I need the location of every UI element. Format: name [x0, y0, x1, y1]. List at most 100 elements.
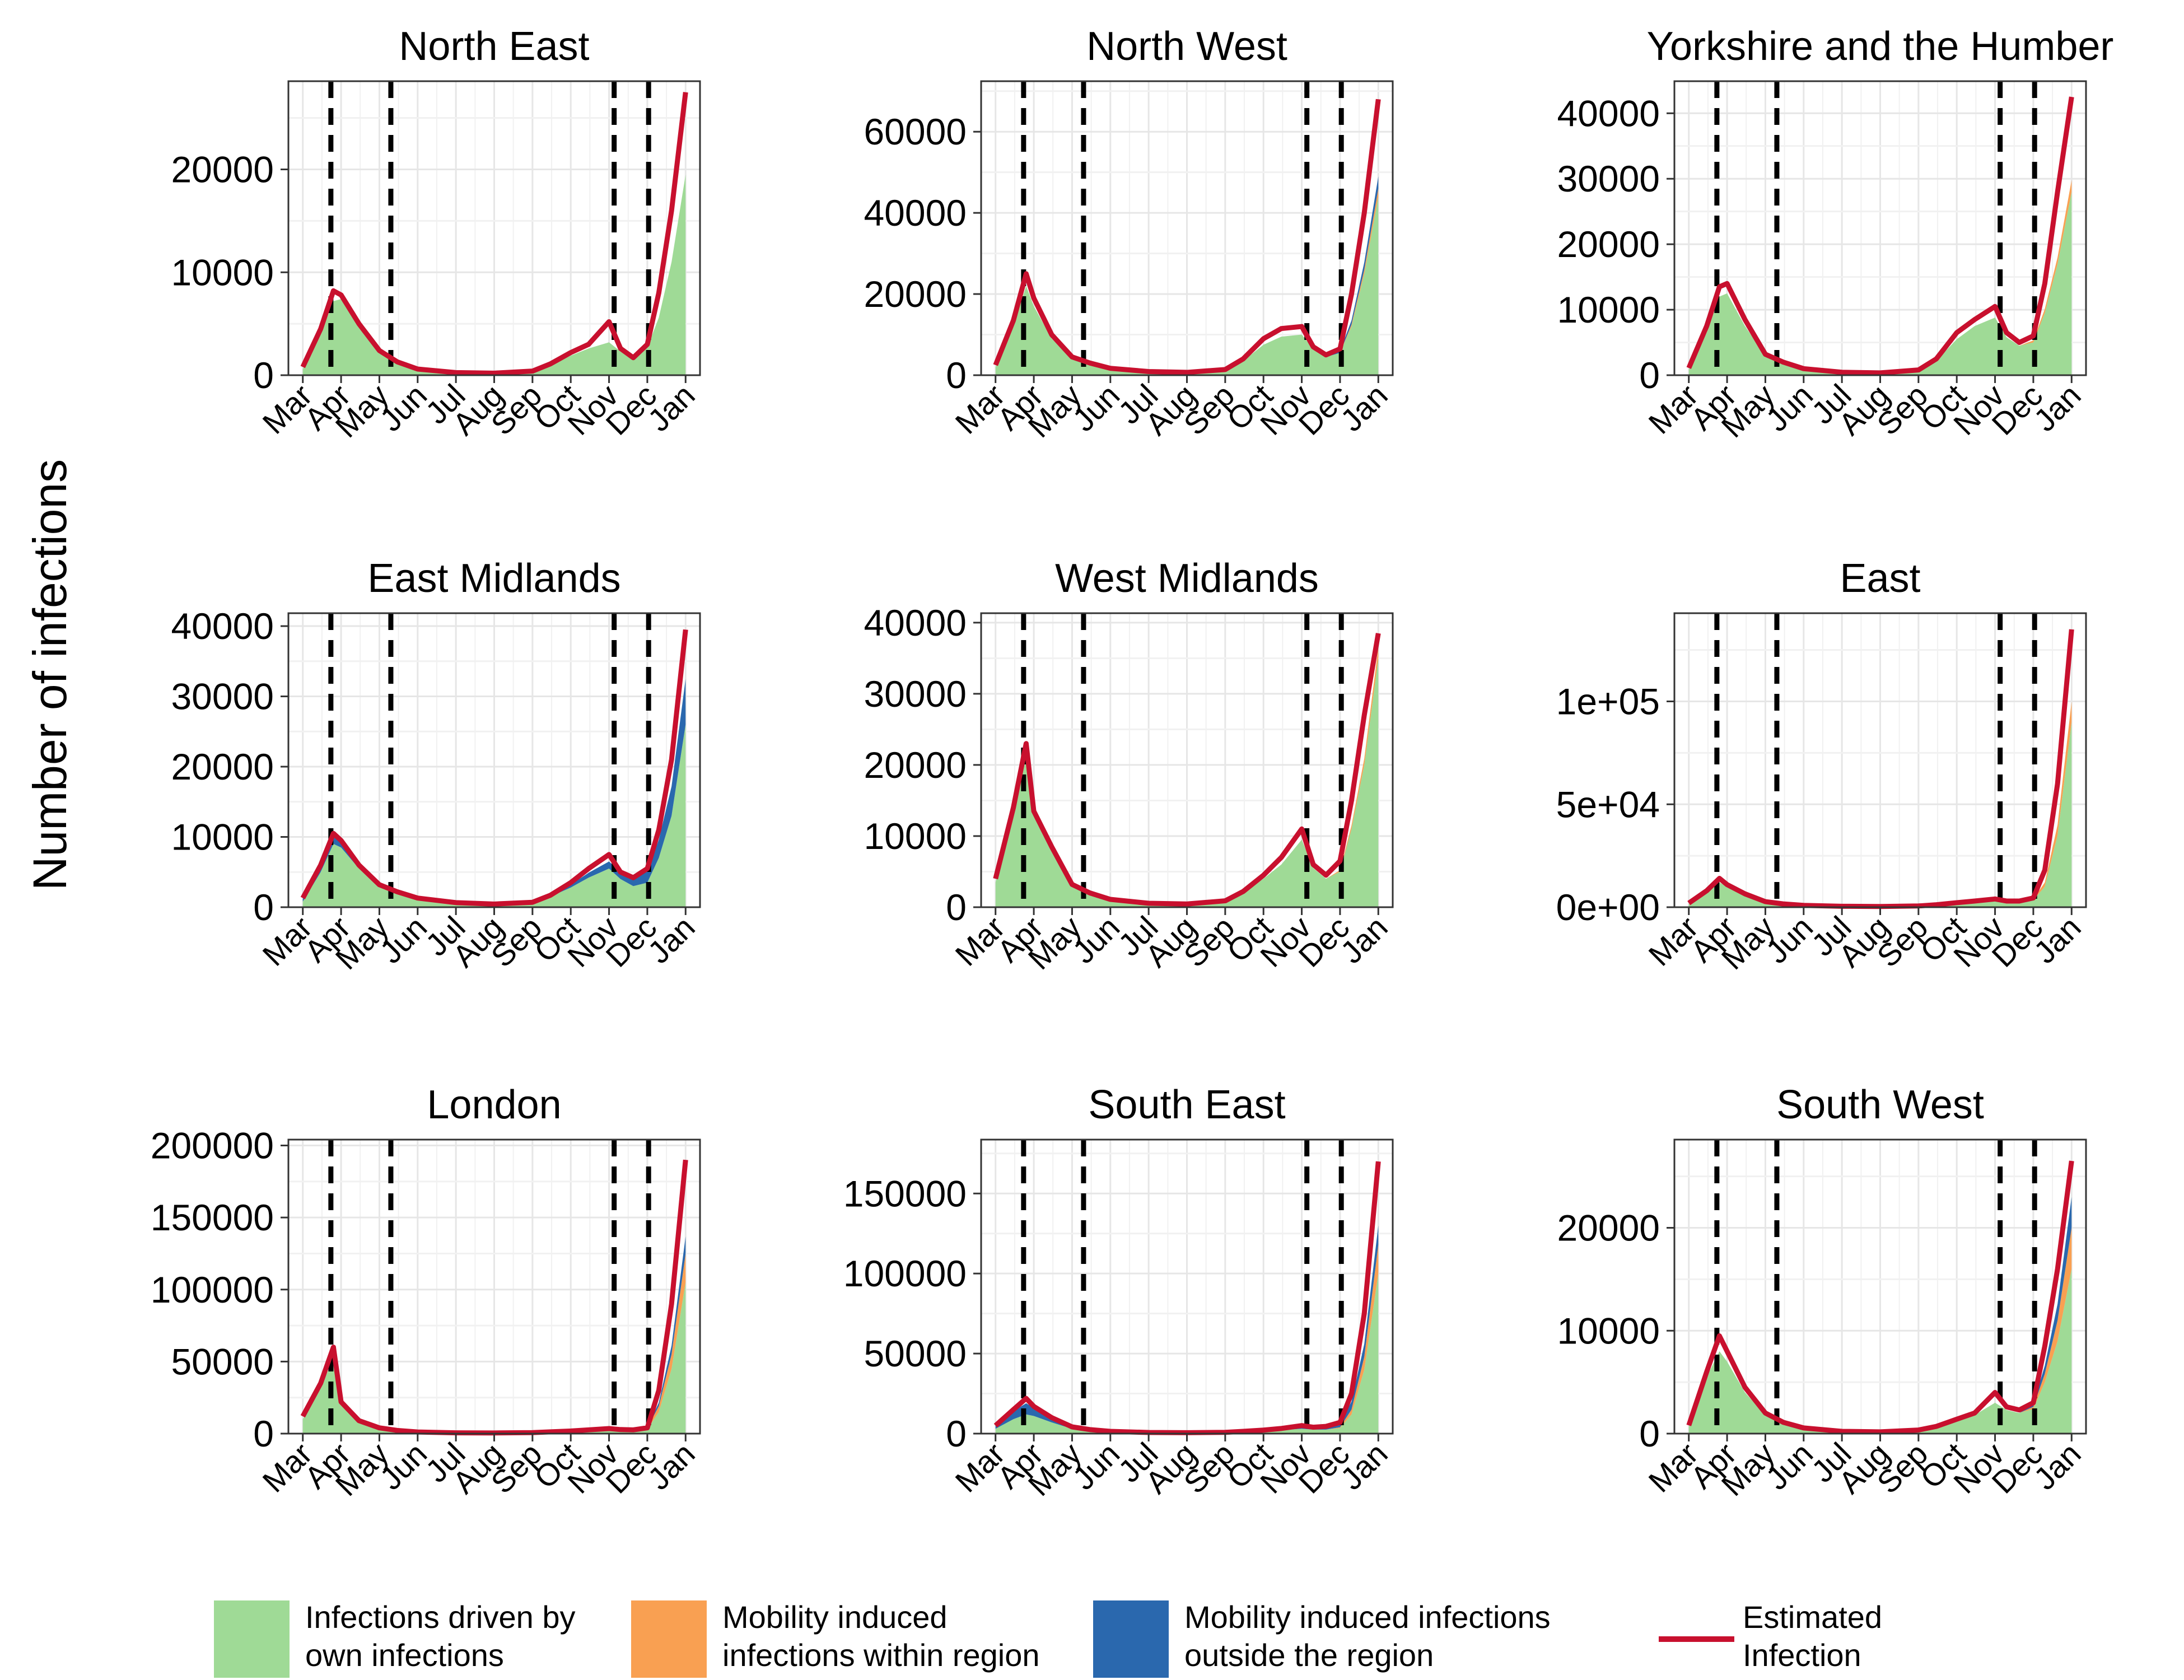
legend-label-3-line1: Mobility induced infections — [1184, 1599, 1551, 1635]
y-tick-label-yorkshire-and-the-humber-3: 30000 — [1557, 158, 1660, 199]
y-tick-label-yorkshire-and-the-humber-4: 40000 — [1557, 92, 1660, 134]
panel-south-west: South West01000020000MarAprMayJunJulAugS… — [1557, 1082, 2087, 1502]
y-tick-label-west-midlands-2: 20000 — [864, 744, 967, 786]
legend-swatch-2 — [631, 1600, 707, 1678]
y-tick-label-west-midlands-0: 0 — [946, 886, 967, 928]
y-tick-label-london-0: 0 — [253, 1413, 274, 1454]
grid-london — [288, 1140, 700, 1435]
legend-swatch-1 — [214, 1600, 290, 1678]
x-tick-label-north-west-10: Jan — [1333, 377, 1394, 438]
legend-label-4-line2: Infection — [1743, 1637, 1861, 1673]
y-tick-label-north-west-2: 40000 — [864, 192, 967, 234]
legend-label-2-line2: infections within region — [722, 1637, 1040, 1673]
y-tick-label-london-1: 50000 — [171, 1341, 274, 1382]
line-estimated-infection-south-east — [993, 1161, 1381, 1435]
line-estimated-infection-north-east — [300, 92, 688, 376]
y-tick-label-south-east-2: 100000 — [843, 1253, 967, 1294]
panel-title-london: London — [427, 1082, 561, 1127]
panel-north-east: North East01000020000MarAprMayJunJulAugS… — [171, 24, 701, 444]
line-estimated-infection-east-midlands — [300, 629, 688, 907]
panel-title-north-west: North West — [1086, 24, 1287, 69]
line-estimated-infection-east — [1687, 629, 2074, 909]
y-tick-label-north-west-1: 20000 — [864, 273, 967, 315]
area-mobility-induced-infections-outside-the-region-south-east — [995, 1225, 1379, 1433]
panel-title-east-midlands: East Midlands — [367, 556, 620, 601]
panel-title-yorkshire-and-the-humber: Yorkshire and the Humber — [1647, 24, 2114, 69]
y-tick-label-london-2: 100000 — [151, 1269, 274, 1310]
area-infections-driven-by-own-infections-south-east — [995, 1273, 1379, 1434]
y-tick-label-east-1: 5e+04 — [1556, 783, 1660, 825]
legend-label-2-line1: Mobility induced — [722, 1599, 948, 1635]
y-tick-label-west-midlands-1: 10000 — [864, 815, 967, 857]
y-tick-label-west-midlands-4: 40000 — [864, 602, 967, 643]
x-tick-label-south-east-10: Jan — [1333, 1436, 1394, 1496]
legend-label-4-line1: Estimated — [1743, 1599, 1882, 1635]
x-tick-label-east-10: Jan — [2027, 909, 2087, 970]
line-estimated-infection-west-midlands — [993, 633, 1381, 907]
y-tick-label-yorkshire-and-the-humber-2: 20000 — [1557, 223, 1660, 265]
y-tick-label-east-midlands-2: 20000 — [171, 746, 274, 787]
grid-south-east — [981, 1140, 1393, 1435]
y-tick-label-north-west-0: 0 — [946, 354, 967, 396]
x-tick-label-london-10: Jan — [641, 1436, 701, 1496]
panel-yorkshire-and-the-humber: Yorkshire and the Humber 0 10000 20000 30000… — [1557, 24, 2113, 444]
y-tick-label-east-2: 1e+05 — [1556, 681, 1660, 722]
panel-london: London050000100000150000200000MarAprMayJ… — [151, 1082, 702, 1502]
line-estimated-infection-south-west — [1686, 1160, 2074, 1435]
line-estimated-infection-north-west — [993, 99, 1381, 375]
y-tick-label-north-east-2: 20000 — [171, 149, 274, 190]
y-tick-label-east-0: 0e+00 — [1556, 886, 1660, 928]
y-tick-label-south-east-1: 50000 — [864, 1333, 967, 1374]
panel-east: East0e+005e+041e+05MarAprMayJunJulAugSep… — [1556, 556, 2088, 976]
legend-label-1-line2: own infections — [305, 1637, 504, 1673]
y-tick-label-yorkshire-and-the-humber-0: 0 — [1639, 354, 1660, 396]
y-tick-label-south-west-1: 10000 — [1557, 1310, 1660, 1351]
panel-east-midlands: East Midlands010000200003000040000MarApr… — [171, 556, 701, 976]
y-tick-label-east-midlands-4: 40000 — [171, 605, 274, 647]
y-tick-label-south-east-3: 150000 — [843, 1173, 967, 1214]
y-tick-label-london-3: 150000 — [151, 1197, 274, 1238]
y-tick-label-west-midlands-3: 30000 — [864, 673, 967, 715]
x-tick-label-south-west-10: Jan — [2027, 1436, 2087, 1496]
line-estimated-infection-london — [300, 1159, 688, 1436]
panel-title-west-midlands: West Midlands — [1055, 556, 1319, 601]
y-tick-label-north-west-3: 60000 — [864, 111, 967, 152]
panel-west-midlands: West Midlands010000200003000040000MarApr… — [864, 556, 1394, 976]
grid-east — [1674, 613, 2086, 908]
x-tick-label-east-midlands-10: Jan — [641, 909, 701, 970]
y-axis-label: Number of infections — [24, 459, 76, 890]
y-tick-label-east-midlands-0: 0 — [253, 886, 274, 928]
grid-north-west — [981, 81, 1393, 376]
y-tick-label-london-4: 200000 — [151, 1125, 274, 1166]
x-tick-label-yorkshire-and-the-humber-10: Jan — [2027, 377, 2087, 438]
panel-title-south-east: South East — [1088, 1082, 1285, 1127]
area-infections-driven-by-own-infections-east — [1688, 722, 2072, 907]
x-tick-label-west-midlands-10: Jan — [1333, 909, 1394, 970]
legend-swatch-3 — [1093, 1600, 1169, 1678]
panel-south-east: South East050000100000150000MarAprMayJun… — [843, 1082, 1394, 1502]
y-tick-label-yorkshire-and-the-humber-1: 10000 — [1557, 289, 1660, 330]
y-tick-label-east-midlands-3: 30000 — [171, 676, 274, 717]
y-tick-label-south-east-0: 0 — [946, 1413, 967, 1454]
y-tick-label-south-west-0: 0 — [1639, 1413, 1660, 1454]
panel-north-west: North West0200004000060000MarAprMayJunJu… — [864, 24, 1394, 444]
panel-title-north-east: North East — [399, 24, 589, 69]
y-tick-label-north-east-0: 0 — [253, 354, 274, 396]
x-tick-label-north-east-10: Jan — [641, 377, 701, 438]
area-mobility-induced-infections-outside-the-region-east-midlands — [302, 679, 686, 904]
y-tick-label-east-midlands-1: 10000 — [171, 816, 274, 858]
area-infections-driven-by-own-infections-yorkshire-and-the-humber — [1688, 192, 2072, 375]
y-tick-label-south-west-2: 20000 — [1557, 1207, 1660, 1249]
area-infections-driven-by-own-infections-london — [302, 1282, 686, 1434]
panel-title-east: East — [1840, 556, 1920, 601]
legend-label-3-line2: outside the region — [1184, 1637, 1434, 1673]
legend-label-1-line1: Infections driven by — [305, 1599, 575, 1635]
panel-title-south-west: South West — [1776, 1082, 1984, 1127]
y-tick-label-north-east-1: 10000 — [171, 251, 274, 293]
line-estimated-infection-yorkshire-and-the-humber — [1686, 96, 2074, 376]
